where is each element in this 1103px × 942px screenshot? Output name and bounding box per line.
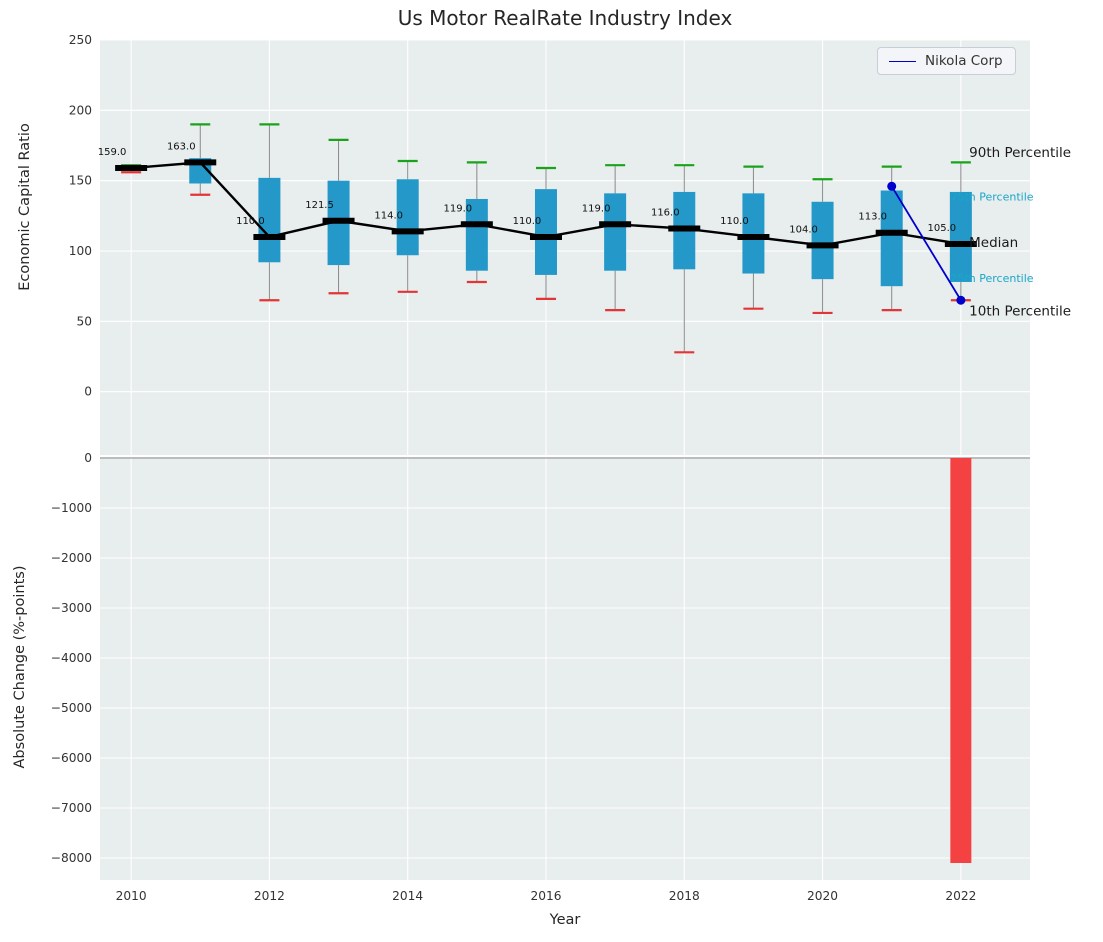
median-value-label-2012: 110.0	[236, 216, 265, 227]
annotation-median: Median	[969, 235, 1018, 251]
median-value-label-2020: 104.0	[789, 224, 818, 235]
median-value-label-2016: 110.0	[513, 216, 542, 227]
svg-text:−5000: −5000	[51, 701, 92, 715]
annotation-90th-percentile: 90th Percentile	[969, 145, 1071, 161]
svg-text:150: 150	[69, 174, 92, 188]
median-value-label-2011: 163.0	[167, 141, 196, 152]
box-2016	[534, 189, 557, 275]
median-value-label-2022: 105.0	[928, 223, 957, 234]
median-markers: 159.0 163.0 110.0 121.5 114.0 119.0 110.0 119.0…	[98, 141, 977, 249]
bottom-y-axis-label: Absolute Change (%-points)	[12, 565, 28, 769]
svg-text:−1000: −1000	[51, 501, 92, 515]
legend-label: Nikola Corp	[925, 53, 1003, 69]
box-2019	[742, 193, 765, 274]
svg-text:−3000: −3000	[51, 601, 92, 615]
median-value-label-2021: 113.0	[858, 212, 887, 223]
top-y-axis-label: Economic Capital Ratio	[17, 123, 33, 291]
box-2020	[811, 201, 834, 280]
svg-text:100: 100	[69, 244, 92, 258]
chart-title: Us Motor RealRate Industry Index	[397, 6, 733, 30]
box-2012	[258, 177, 281, 263]
bottom-plot-area	[100, 457, 1030, 880]
svg-text:2018: 2018	[669, 889, 700, 903]
median-value-label-2017: 119.0	[582, 203, 611, 214]
svg-text:−4000: −4000	[51, 651, 92, 665]
svg-text:0: 0	[84, 385, 92, 399]
annotation-25th-percentile: 25th Percentile	[950, 272, 1033, 285]
annotation-10th-percentile: 10th Percentile	[969, 304, 1071, 320]
median-value-label-2013: 121.5	[305, 200, 334, 211]
nikola-point-2021	[887, 181, 897, 191]
box-2017	[604, 193, 627, 271]
box-2022	[949, 191, 972, 282]
svg-text:2020: 2020	[807, 889, 838, 903]
nikola-point-2022	[956, 295, 966, 305]
svg-text:−7000: −7000	[51, 801, 92, 815]
boxplots	[120, 123, 972, 354]
box-2015	[465, 198, 488, 271]
svg-text:−2000: −2000	[51, 551, 92, 565]
annotation-75th-percentile: 75th Percentile	[950, 190, 1033, 203]
top-plot-area	[100, 40, 1030, 455]
median-value-label-2014: 114.0	[374, 210, 403, 221]
svg-text:2022: 2022	[945, 889, 976, 903]
svg-text:250: 250	[69, 33, 92, 47]
median-value-label-2018: 116.0	[651, 208, 680, 219]
box-2021	[880, 190, 903, 287]
svg-text:−6000: −6000	[51, 751, 92, 765]
median-value-label-2015: 119.0	[444, 203, 473, 214]
svg-text:−8000: −8000	[51, 851, 92, 865]
x-axis-label: Year	[549, 912, 581, 928]
svg-text:50: 50	[76, 314, 92, 328]
legend: Nikola Corp	[877, 47, 1016, 75]
svg-text:2012: 2012	[254, 889, 285, 903]
svg-text:200: 200	[69, 103, 92, 117]
change-bar-2022	[950, 458, 972, 863]
axis-tick-labels: 0 50 100 150 200 250 0 −1000 −2000 −3000 −4000 −500…	[51, 33, 977, 903]
svg-text:0: 0	[84, 451, 92, 465]
svg-text:2016: 2016	[530, 889, 561, 903]
svg-text:2010: 2010	[116, 889, 147, 903]
box-2014	[396, 179, 419, 256]
legend-line-swatch	[889, 60, 916, 62]
median-value-label-2010: 159.0	[98, 147, 127, 158]
nikola-line	[890, 185, 962, 301]
svg-text:2014: 2014	[392, 889, 423, 903]
median-value-label-2019: 110.0	[720, 216, 749, 227]
